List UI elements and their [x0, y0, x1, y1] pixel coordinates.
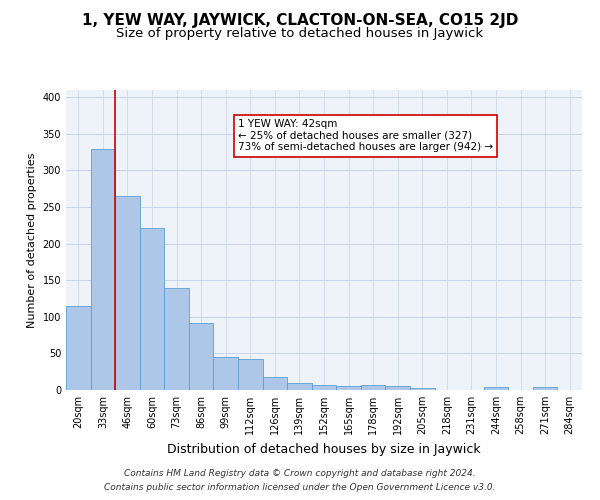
Bar	[164, 288, 189, 390]
Bar	[385, 386, 410, 390]
Bar	[410, 388, 434, 390]
Bar	[140, 228, 164, 390]
Text: 1, YEW WAY, JAYWICK, CLACTON-ON-SEA, CO15 2JD: 1, YEW WAY, JAYWICK, CLACTON-ON-SEA, CO1…	[82, 12, 518, 28]
X-axis label: Distribution of detached houses by size in Jaywick: Distribution of detached houses by size …	[167, 442, 481, 456]
Text: Contains HM Land Registry data © Crown copyright and database right 2024.: Contains HM Land Registry data © Crown c…	[124, 468, 476, 477]
Y-axis label: Number of detached properties: Number of detached properties	[27, 152, 37, 328]
Bar	[484, 387, 508, 390]
Bar	[287, 384, 312, 390]
Bar	[238, 360, 263, 390]
Bar	[91, 148, 115, 390]
Bar	[66, 306, 91, 390]
Bar	[115, 196, 140, 390]
Bar	[533, 387, 557, 390]
Bar	[336, 386, 361, 390]
Text: 1 YEW WAY: 42sqm
← 25% of detached houses are smaller (327)
73% of semi-detached: 1 YEW WAY: 42sqm ← 25% of detached house…	[238, 120, 493, 152]
Bar	[189, 324, 214, 390]
Bar	[263, 377, 287, 390]
Bar	[214, 357, 238, 390]
Bar	[361, 385, 385, 390]
Text: Contains public sector information licensed under the Open Government Licence v3: Contains public sector information licen…	[104, 484, 496, 492]
Bar	[312, 385, 336, 390]
Text: Size of property relative to detached houses in Jaywick: Size of property relative to detached ho…	[116, 28, 484, 40]
